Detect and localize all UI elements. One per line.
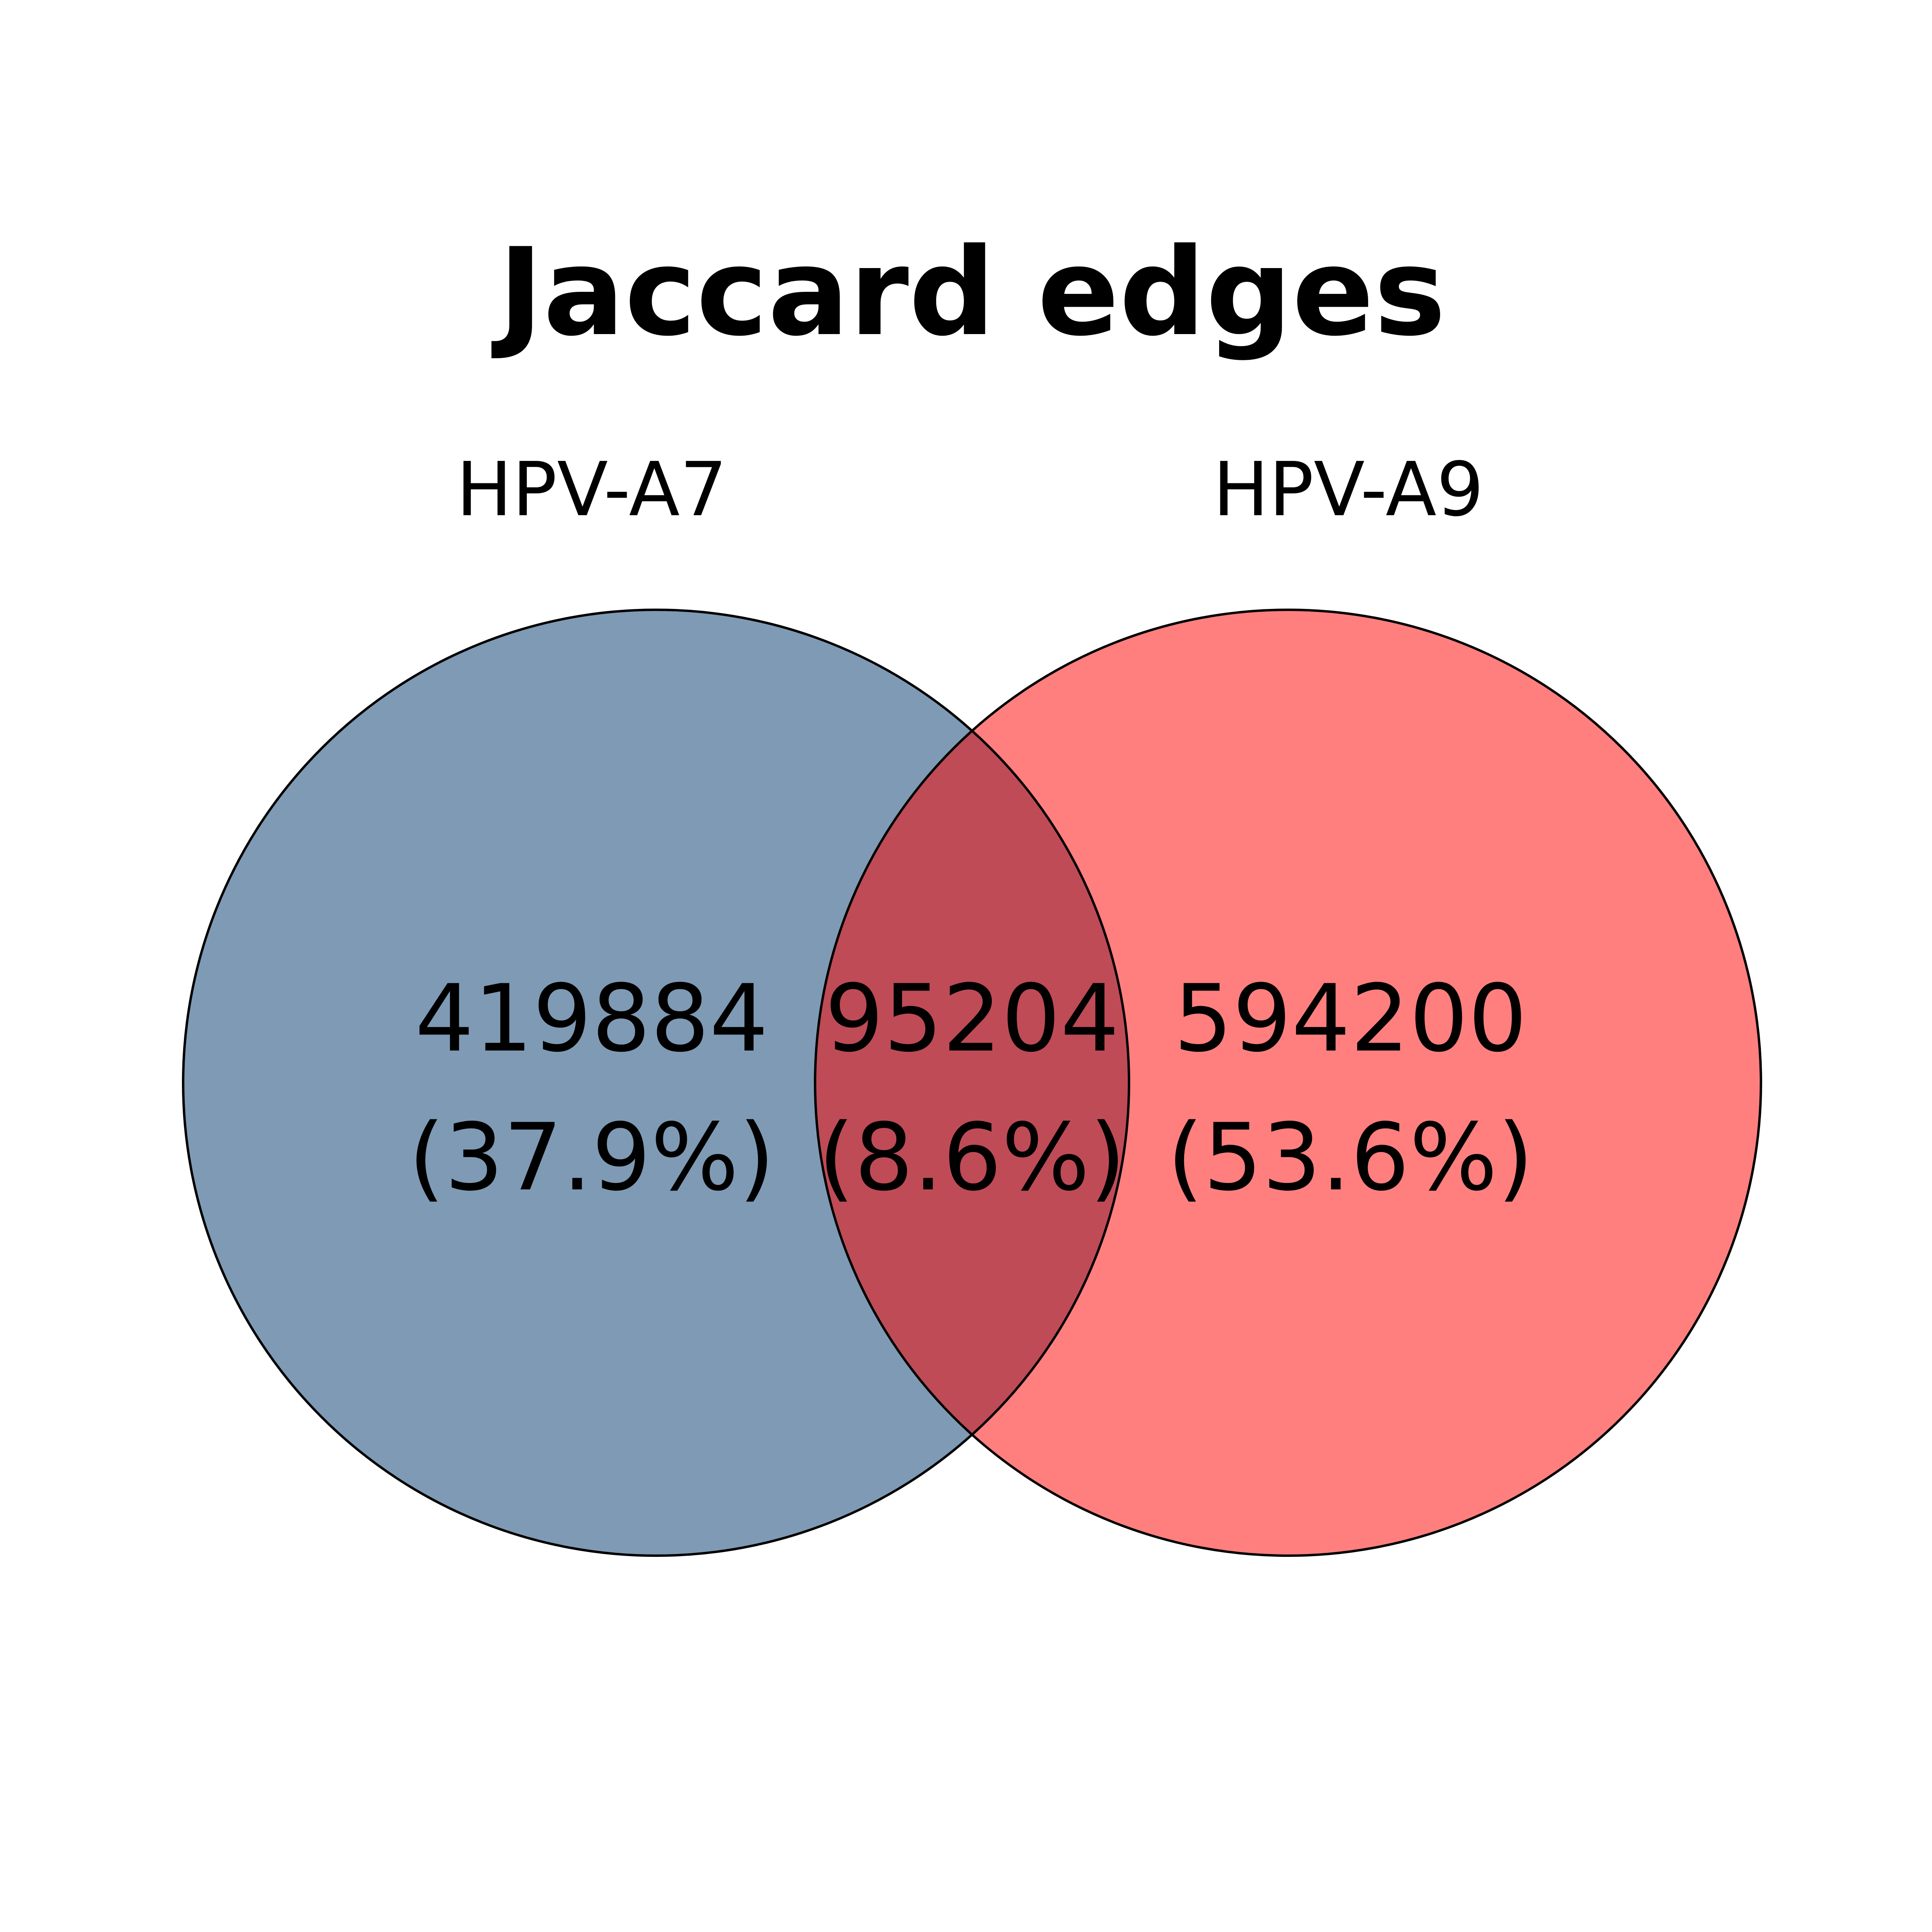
diagram-title: Jaccard edges [491,222,1446,363]
intersection-percent: (8.6%) [818,1104,1126,1212]
set-label-hpv-a9: HPV-A9 [1213,446,1484,533]
set-label-hpv-a7: HPV-A7 [456,446,727,533]
left-only-percent: (37.9%) [409,1104,775,1212]
intersection-count: 95204 [825,965,1119,1073]
right-only-percent: (53.6%) [1167,1104,1534,1212]
hpv-a7-circle-outline [182,609,1130,1557]
left-only-count: 419884 [415,965,768,1073]
hpv-a9-circle-outline [814,609,1762,1557]
right-only-count: 594200 [1174,965,1527,1073]
intersection-region [815,610,1129,1556]
